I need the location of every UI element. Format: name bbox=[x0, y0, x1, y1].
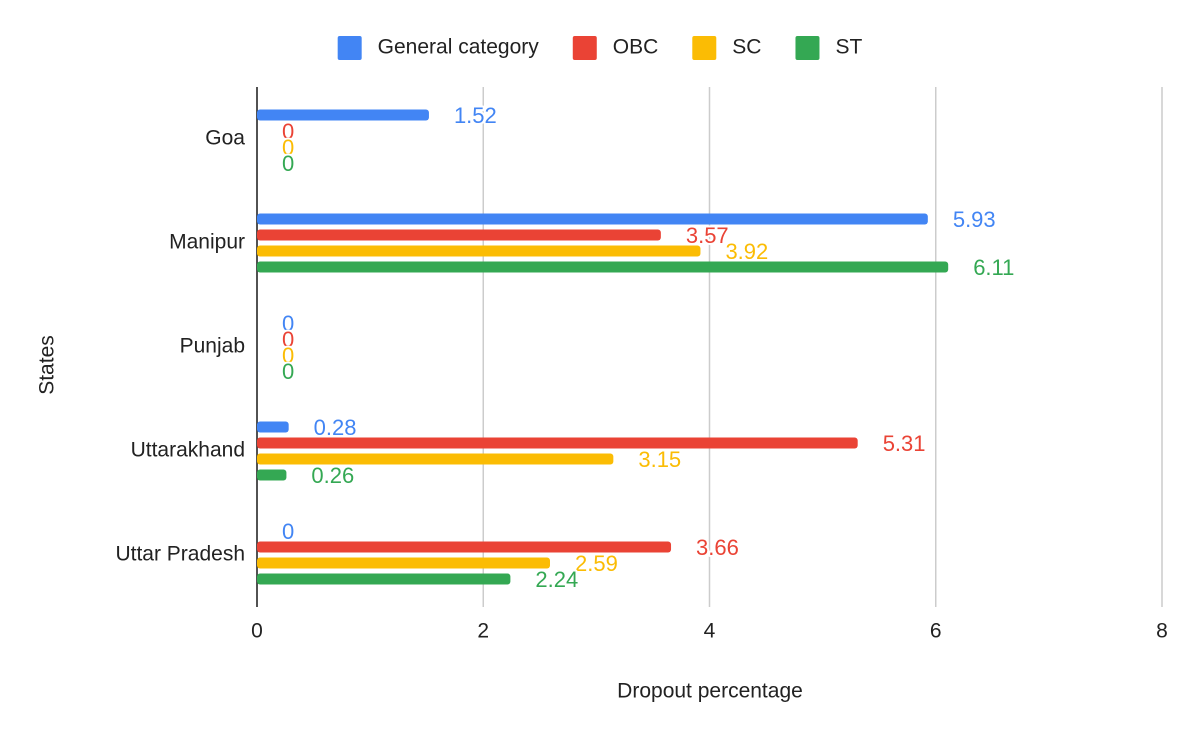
y-tick-label: Uttar Pradesh bbox=[115, 543, 245, 566]
bar bbox=[257, 213, 928, 225]
legend-label: SC bbox=[732, 36, 761, 59]
data-label: 1.52 bbox=[454, 103, 497, 128]
data-label: 0 bbox=[282, 135, 294, 160]
data-label: 3.92 bbox=[725, 239, 768, 264]
legend-swatch bbox=[572, 36, 597, 60]
bar bbox=[257, 437, 858, 449]
data-label: 6.11 bbox=[973, 255, 1014, 280]
data-label: 3.15 bbox=[638, 447, 681, 472]
y-tick-label: Uttarakhand bbox=[131, 439, 245, 462]
legend-label: General category bbox=[378, 36, 540, 59]
x-axis-title: Dropout percentage bbox=[617, 680, 803, 703]
bar bbox=[257, 469, 287, 481]
bar bbox=[257, 421, 289, 433]
legend-swatch bbox=[692, 36, 717, 60]
data-label: 0 bbox=[282, 311, 294, 336]
x-tick-label: 2 bbox=[477, 620, 489, 643]
y-tick-label: Goa bbox=[205, 127, 245, 150]
bar bbox=[257, 541, 672, 553]
y-tick-label: Manipur bbox=[169, 231, 245, 254]
data-label: 5.93 bbox=[953, 207, 996, 232]
bar bbox=[257, 109, 429, 121]
data-label: 0.28 bbox=[314, 415, 357, 440]
x-tick-label: 8 bbox=[1156, 620, 1168, 643]
bar bbox=[257, 245, 701, 257]
data-label: 0 bbox=[282, 327, 294, 352]
data-label: 0 bbox=[282, 519, 294, 544]
bar bbox=[257, 453, 614, 465]
legend-label: ST bbox=[835, 36, 862, 59]
bar bbox=[257, 573, 511, 585]
data-label: 0 bbox=[282, 151, 294, 176]
data-label: 2.24 bbox=[535, 567, 578, 592]
y-tick-label: Punjab bbox=[180, 335, 245, 358]
data-label: 0 bbox=[282, 359, 294, 384]
bar bbox=[257, 557, 550, 569]
data-label: 2.59 bbox=[575, 551, 618, 576]
x-tick-label: 6 bbox=[930, 620, 942, 643]
data-label: 3.57 bbox=[686, 223, 729, 248]
legend-swatch bbox=[337, 36, 362, 60]
y-axis-title: States bbox=[36, 335, 59, 395]
x-tick-label: 0 bbox=[251, 620, 263, 643]
x-tick-label: 4 bbox=[704, 620, 716, 643]
data-label: 5.31 bbox=[883, 431, 926, 456]
data-label: 0 bbox=[282, 119, 294, 144]
data-label: 3.66 bbox=[696, 535, 739, 560]
legend-label: OBC bbox=[613, 36, 659, 59]
data-label: 0.26 bbox=[311, 463, 354, 488]
data-label: 0 bbox=[282, 343, 294, 368]
bar bbox=[257, 261, 949, 273]
legend-swatch bbox=[795, 36, 820, 60]
bar bbox=[257, 229, 661, 241]
